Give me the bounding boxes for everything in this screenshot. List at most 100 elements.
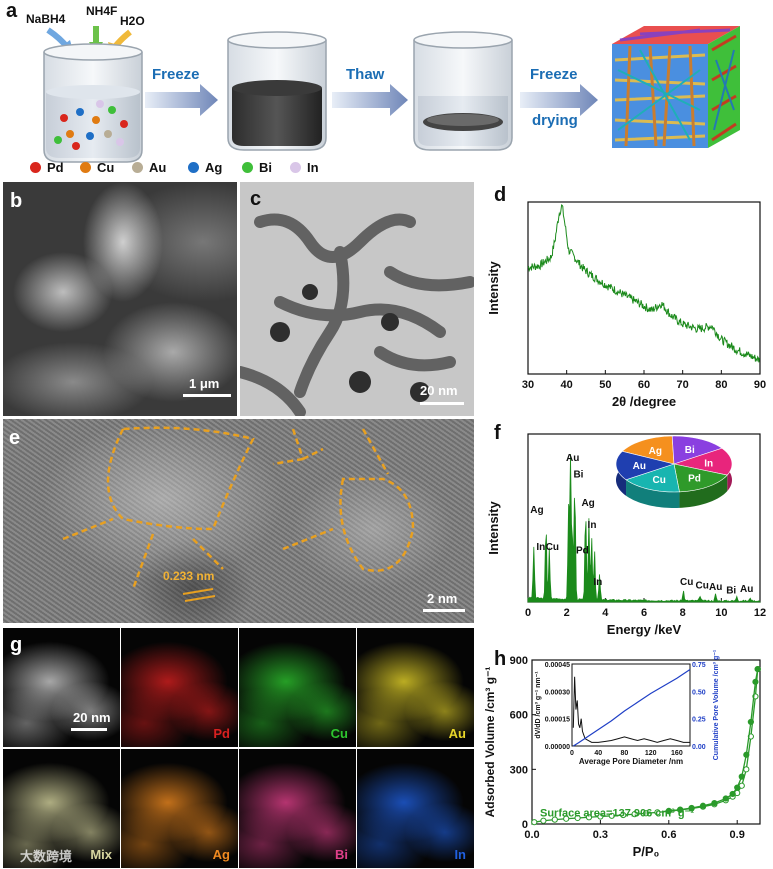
reagent-h2o: H2O: [120, 14, 145, 28]
step-freeze-drying-label-1: Freeze: [530, 66, 578, 83]
eds-peak-label: Bi: [726, 586, 736, 597]
element-map-in: In: [357, 749, 474, 868]
bet-x-tick-label: 0.6: [661, 829, 676, 841]
tem-nanowires: [240, 213, 474, 416]
scale-bar-b: [183, 394, 231, 397]
scale-label-c: 20 nm: [420, 383, 458, 398]
xrd-x-tick-label: 80: [715, 379, 727, 391]
bet-point: [729, 790, 736, 798]
legend-cu: Cu: [80, 160, 114, 175]
sem-image: b 1 μm: [3, 182, 237, 416]
bet-point: [688, 804, 695, 812]
bet-point: [620, 811, 627, 819]
legend-dot-cu: [80, 162, 91, 173]
eds-x-tick-label: 10: [715, 607, 727, 619]
bet-point: [608, 812, 615, 819]
bet-point: [752, 678, 759, 685]
pie-label-pd: Pd: [688, 474, 701, 485]
xrd-x-tick-label: 90: [754, 379, 766, 391]
pie-slice-bi: [671, 435, 723, 465]
inset-y-right-tick-label: 0.50: [692, 689, 706, 696]
eds-peak-label: Bi: [573, 470, 583, 481]
eds-x-tick-label: 4: [602, 607, 609, 619]
eds-peak-label: Ag: [581, 498, 594, 509]
eds-peak-label: Cu: [680, 577, 693, 588]
eds-peak-label: In: [588, 520, 597, 531]
bet-point: [531, 819, 538, 826]
inset-x-tick-label: 0: [570, 750, 574, 757]
bet-chart: 0.0 0.3 0.6 0.9 0 300 600 900 Surface area=137.9…: [483, 649, 761, 859]
element-map-label-cu: Cu: [330, 726, 348, 741]
beaker-2: [227, 31, 327, 151]
step-thaw-label: Thaw: [346, 66, 385, 83]
panel-label-e: e: [9, 427, 21, 449]
scale-label-g: 20 nm: [73, 710, 111, 725]
bet-y-tick-label: 900: [510, 655, 528, 667]
panel-label-g: g: [10, 634, 23, 656]
arrow-freeze: [145, 84, 218, 116]
xrd-x-tick-label: 50: [599, 379, 611, 391]
beaker-3: [413, 31, 513, 151]
panel-label-f: f: [494, 422, 501, 444]
xrd-chart: 30 40 50 60 70 80 90 2θ /degree Intensity: [486, 201, 766, 409]
inset-x-tick-label: 40: [594, 750, 602, 757]
bet-point: [574, 814, 581, 822]
pie-slice-side-pd: [679, 475, 728, 508]
panel-a-schematic: [43, 26, 740, 163]
scale-bar-g: [71, 728, 107, 731]
bet-point: [738, 773, 745, 780]
bet-y-tick-label: 600: [510, 710, 528, 722]
inset-y-left-tick-label: 0.00000: [545, 744, 570, 751]
scale-bar-e: [423, 609, 465, 612]
element-map-label-ag: Ag: [212, 847, 230, 862]
panel-label-c: c: [250, 188, 262, 210]
legend-dot-pd: [30, 162, 41, 173]
element-map-label-au: Au: [448, 726, 466, 741]
bet-point: [642, 810, 650, 817]
xrd-series-line: [527, 204, 760, 363]
inset-psd-line: [572, 676, 690, 743]
bet-point: [743, 766, 750, 773]
inset-y-right-tick-label: 0.00: [692, 744, 706, 751]
element-map-label-mix: Mix: [90, 847, 112, 862]
bet-point: [551, 816, 558, 823]
legend-dot-au: [132, 162, 143, 173]
step-freeze-label: Freeze: [152, 66, 200, 83]
scale-bar-c: [420, 402, 464, 405]
pie-label-ag: Ag: [649, 446, 662, 457]
bet-point: [747, 718, 754, 726]
inset-x-tick-label: 160: [671, 750, 683, 757]
legend-dot-ag: [188, 162, 199, 173]
inset-cumulative-line: [572, 668, 691, 747]
beaker-1: [43, 43, 143, 163]
eds-y-axis-label: Intensity: [486, 501, 501, 555]
bet-point: [677, 806, 684, 813]
bet-point: [631, 811, 638, 818]
pie-slice-pd: [673, 463, 728, 493]
bet-x-tick-label: 0.3: [593, 829, 608, 841]
bet-point: [585, 814, 593, 821]
legend-ag: Ag: [188, 160, 222, 175]
eds-x-tick-label: 0: [525, 607, 531, 619]
bet-x-axis-label: P/P₀: [633, 844, 660, 859]
scale-label-b: 1 μm: [189, 376, 220, 391]
reagent-nh4f: NH4F: [86, 4, 118, 18]
eds-peak-label: In: [536, 542, 545, 553]
reagent-nabh4: NaBH4: [26, 12, 66, 26]
xrd-y-axis-label: Intensity: [486, 261, 501, 315]
legend-dot-bi: [242, 162, 253, 173]
pie-slice-ag: [621, 435, 675, 465]
pie-label-in: In: [704, 458, 713, 469]
eds-x-tick-label: 2: [564, 607, 570, 619]
pie-slice-side-cu: [626, 479, 680, 508]
inset-y-left-tick-label: 0.00045: [545, 662, 570, 669]
bet-inset-frame: [571, 663, 691, 747]
xrd-x-tick-label: 70: [677, 379, 689, 391]
inset-y-left-label: dV/dD /cm³ g⁻¹ nm⁻¹: [535, 671, 542, 739]
arrow-freeze-drying: [520, 84, 598, 116]
eds-x-tick-label: 12: [754, 607, 766, 619]
pie-label-au: Au: [633, 461, 646, 472]
inset-y-right-tick-label: 0.25: [692, 717, 706, 724]
bet-x-tick-label: 0.0: [524, 829, 539, 841]
